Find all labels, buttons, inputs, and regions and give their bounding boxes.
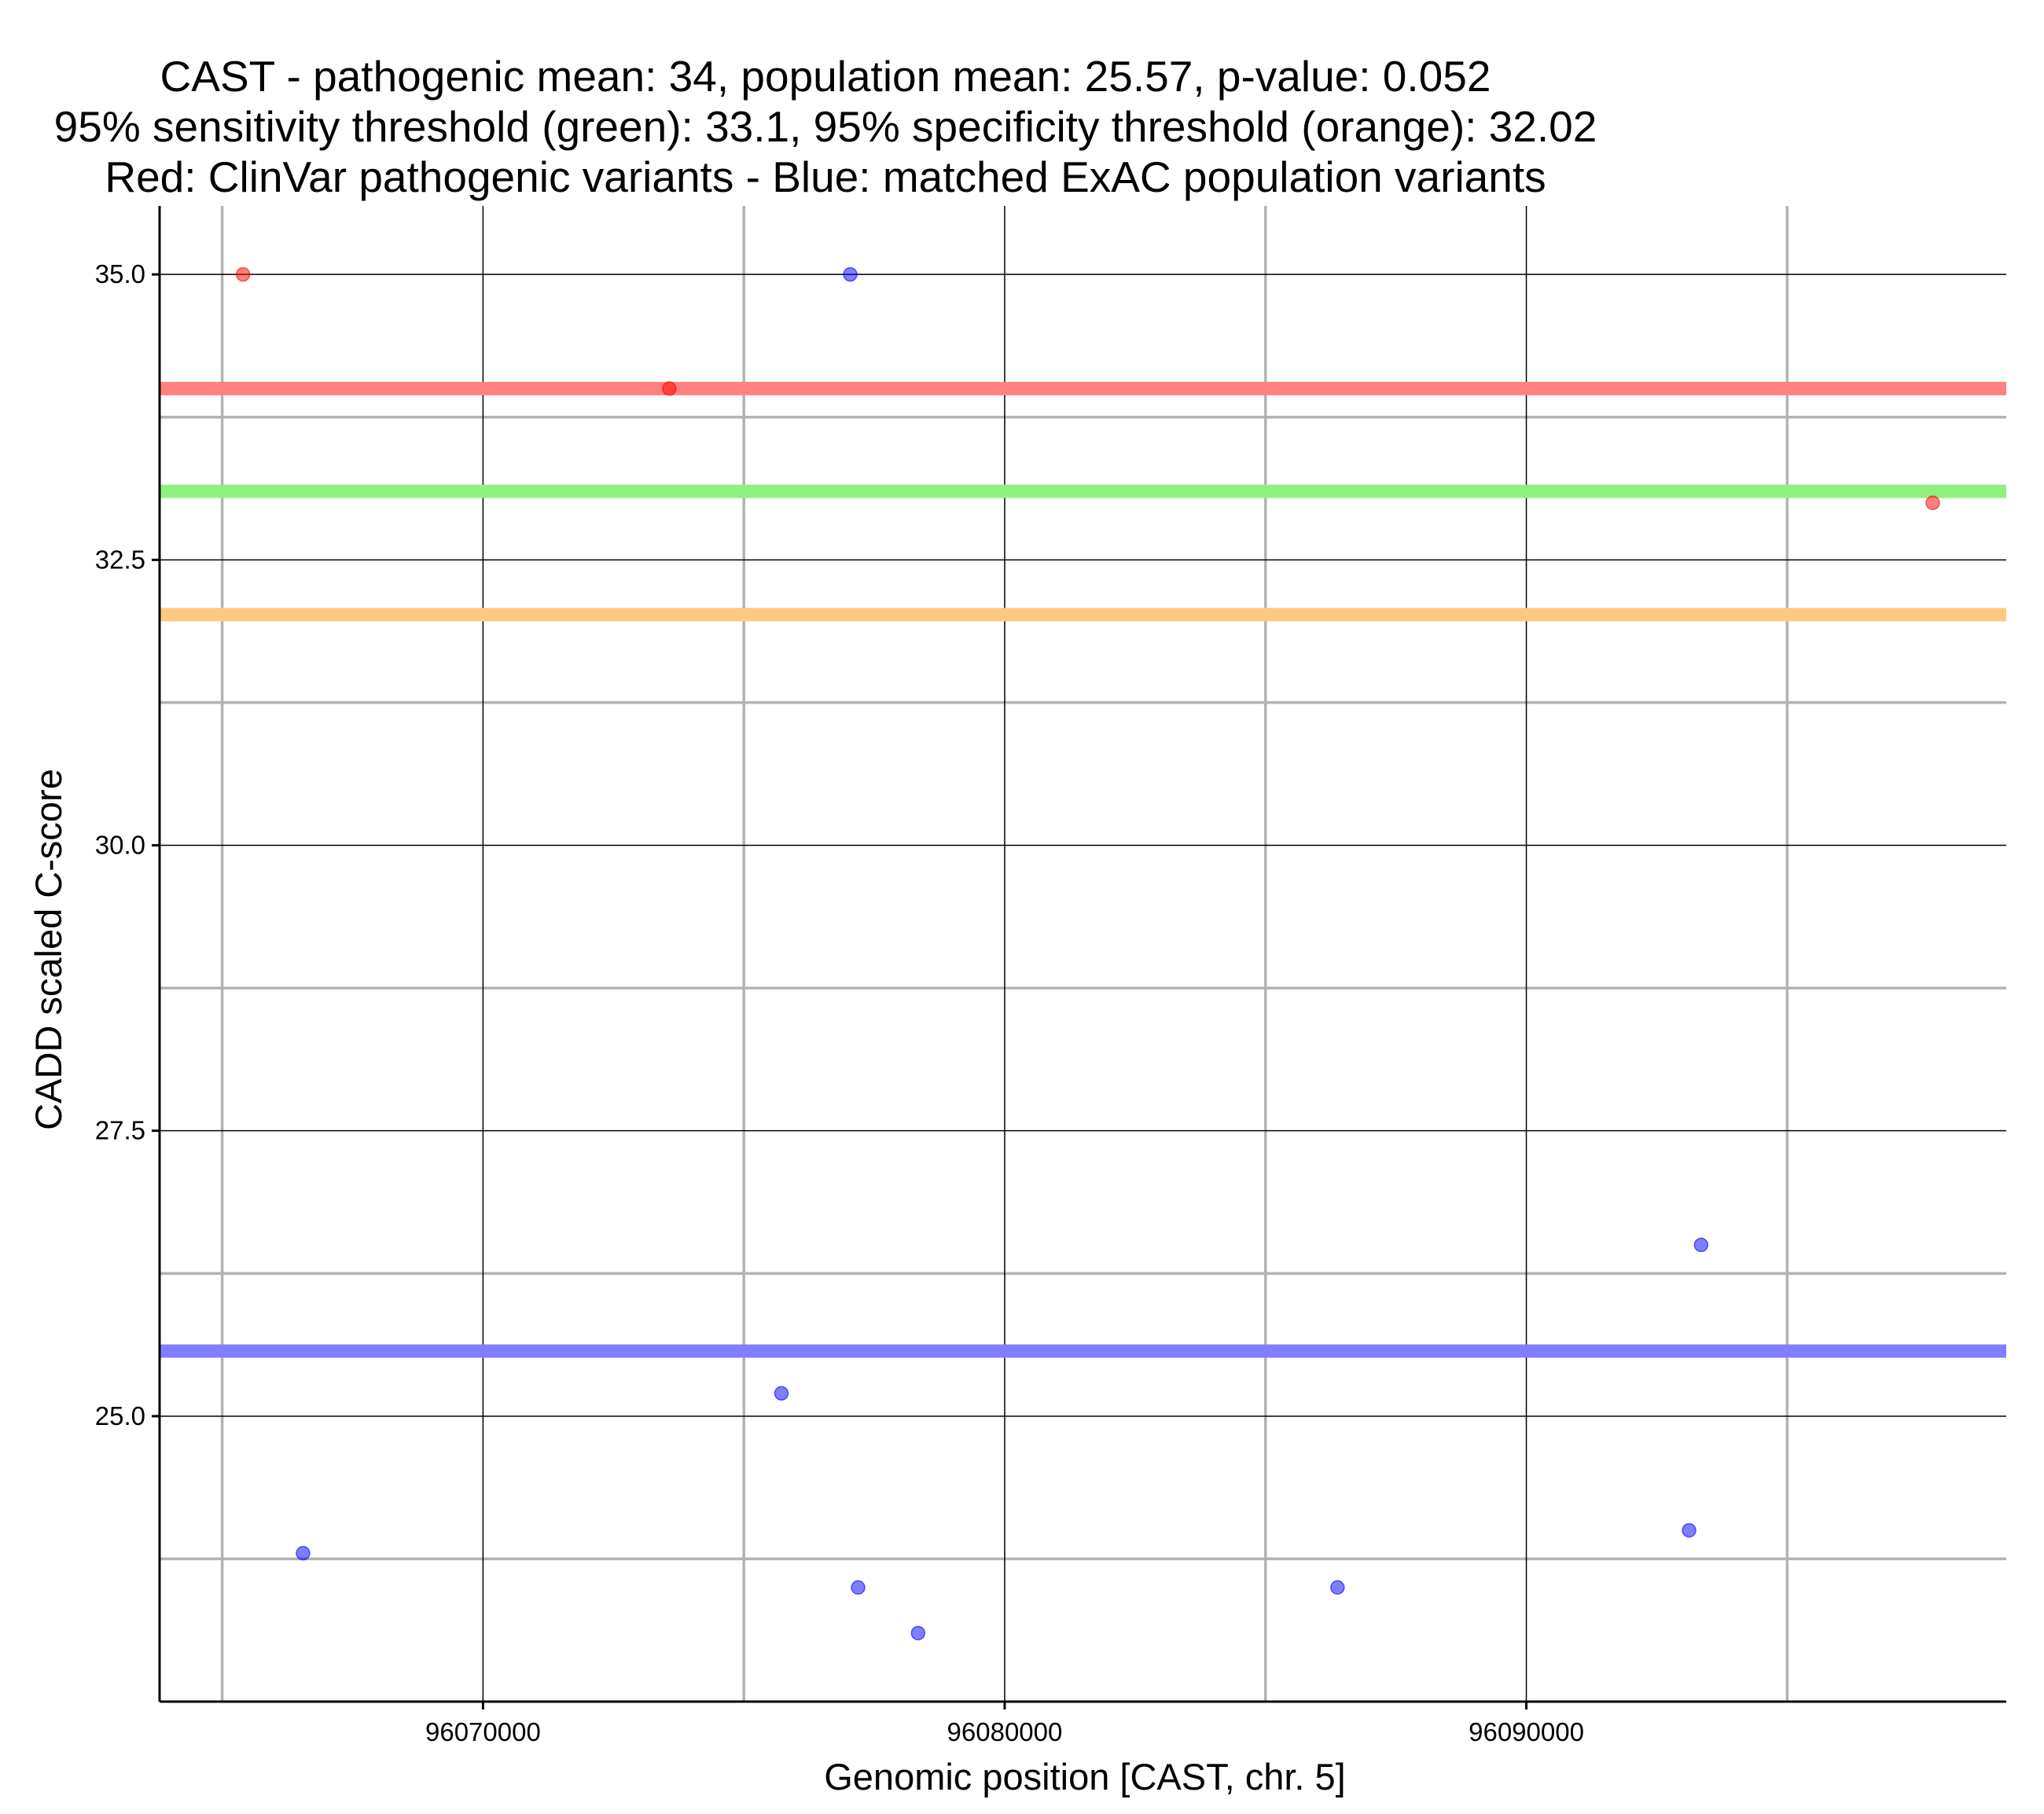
minor-grid	[160, 206, 2006, 1702]
x-axis-title: Genomic position [CAST, chr. 5]	[824, 1756, 1346, 1797]
data-point	[843, 266, 858, 282]
tick-labels: 25.0 27.5 30.0 32.5 35.0 96070000 96080000 9609…	[95, 259, 1584, 1746]
x-tick-label: 96080000	[947, 1717, 1063, 1746]
y-tick-label: 32.5	[95, 545, 145, 574]
data-point	[296, 1545, 311, 1561]
x-tick-label: 96090000	[1469, 1717, 1584, 1746]
reference-lines	[160, 381, 2006, 1358]
data-point	[1330, 1580, 1345, 1595]
chart-title-line-3: Red: ClinVar pathogenic variants - Blue:…	[105, 152, 1546, 201]
data-point	[1682, 1522, 1697, 1538]
data-point	[1925, 495, 1940, 510]
y-tick-label: 25.0	[95, 1401, 145, 1430]
data-point	[851, 1580, 866, 1595]
chart-title-line-1: CAST - pathogenic mean: 34, population m…	[160, 52, 1491, 101]
major-grid	[160, 206, 2006, 1702]
y-tick-label: 27.5	[95, 1116, 145, 1145]
data-point	[774, 1386, 789, 1401]
data-points	[235, 266, 1940, 1641]
x-tick-label: 96070000	[425, 1717, 541, 1746]
data-point	[662, 381, 677, 396]
data-point	[235, 266, 251, 282]
axes	[152, 206, 2006, 1709]
y-tick-label: 30.0	[95, 830, 145, 859]
data-point	[910, 1625, 926, 1641]
y-axis-title: CADD scaled C-score	[28, 769, 69, 1130]
data-point	[1693, 1237, 1709, 1253]
y-tick-label: 35.0	[95, 259, 145, 288]
chart-title-line-2: 95% sensitivity threshold (green): 33.1,…	[53, 102, 1597, 151]
